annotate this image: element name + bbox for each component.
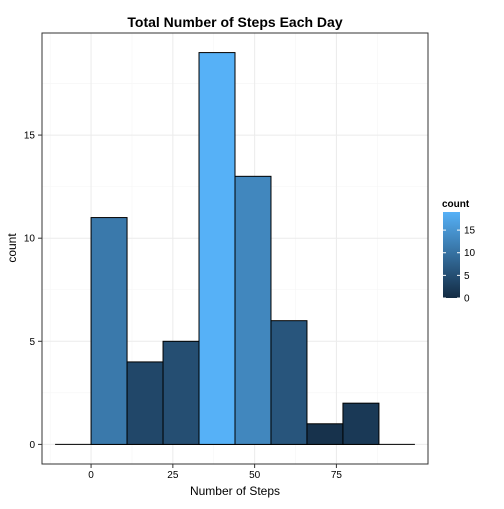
histogram-bar	[90, 217, 128, 445]
legend-label: 5	[464, 271, 470, 282]
histogram-bar	[162, 340, 200, 445]
x-tick-label: 50	[249, 470, 261, 481]
histogram-bar	[306, 423, 344, 445]
legend-label: 10	[464, 248, 476, 259]
bars	[55, 52, 415, 445]
y-tick-label: 0	[29, 440, 35, 451]
x-tick-label: 0	[88, 470, 94, 481]
y-tick-label: 10	[24, 234, 36, 245]
panel-border	[41, 32, 429, 465]
histogram-bar	[126, 361, 164, 445]
y-tick-label: 5	[29, 337, 35, 348]
chart-title: Total Number of Steps Each Day	[127, 14, 342, 30]
y-axis-title: count	[5, 233, 19, 263]
x-axis-title: Number of Steps	[190, 484, 280, 498]
x-axis: 0 25 50 75	[88, 464, 342, 481]
legend-label: 15	[464, 226, 476, 237]
histogram-bar	[270, 320, 308, 445]
legend-label: 0	[464, 294, 470, 305]
legend: count 0 5 10 15	[442, 199, 476, 305]
legend-title: count	[442, 199, 470, 210]
histogram-bar	[342, 402, 380, 445]
y-tick-label: 15	[24, 131, 36, 142]
x-tick-label: 75	[331, 470, 343, 481]
legend-colorbar	[443, 212, 460, 298]
histogram-bar	[234, 175, 272, 445]
histogram-bar	[198, 52, 236, 445]
x-tick-label: 25	[167, 470, 179, 481]
y-axis: 0 5 10 15	[24, 131, 42, 451]
